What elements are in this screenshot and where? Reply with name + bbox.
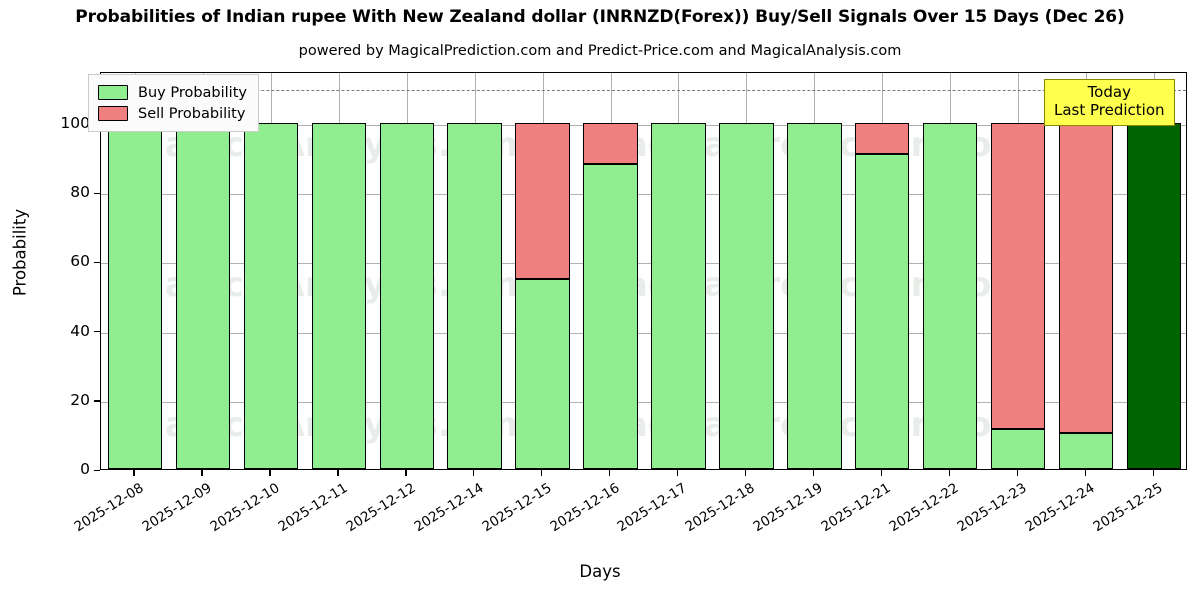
bar-group[interactable]	[990, 71, 1046, 469]
bar-segment-sell[interactable]	[855, 122, 910, 155]
bar-segment-buy[interactable]	[515, 278, 570, 469]
x-axis-tick-mark	[676, 470, 679, 476]
bar-segment-buy[interactable]	[719, 122, 774, 469]
bar-segment-sell[interactable]	[515, 122, 570, 279]
bar-segment-buy[interactable]	[1058, 432, 1114, 469]
today-annotation: Today Last Prediction	[1044, 79, 1175, 126]
bar-group[interactable]	[583, 71, 638, 469]
y-axis-tick-label: 40	[70, 321, 90, 340]
legend-swatch-sell	[98, 106, 128, 121]
bar-segment-buy[interactable]	[447, 122, 502, 469]
bar-segment-buy[interactable]	[311, 122, 366, 469]
bar-group[interactable]	[923, 71, 978, 469]
bar-group[interactable]	[1058, 71, 1114, 469]
bar-group[interactable]	[515, 71, 570, 469]
y-axis-tick-mark	[94, 192, 100, 194]
x-axis-tick-mark	[405, 470, 407, 476]
y-axis-tick-mark	[94, 469, 100, 471]
bar-segment-buy[interactable]	[923, 122, 978, 469]
bar-group[interactable]	[855, 71, 910, 469]
chart-legend: Buy Probability Sell Probability	[88, 74, 259, 132]
y-axis-tick-label: 80	[70, 183, 90, 202]
bar-group[interactable]	[1126, 71, 1182, 469]
gridline-horizontal	[101, 263, 1186, 265]
x-axis-tick-mark	[269, 470, 271, 476]
legend-item-buy: Buy Probability	[98, 82, 247, 103]
today-annotation-line2: Last Prediction	[1054, 101, 1165, 120]
bar-group[interactable]	[107, 71, 163, 469]
x-axis-tick-mark	[880, 470, 883, 476]
legend-label-sell: Sell Probability	[138, 105, 246, 122]
bar-group[interactable]	[175, 71, 231, 469]
bar-group[interactable]	[379, 71, 434, 469]
bar-group[interactable]	[719, 71, 774, 469]
bar-group[interactable]	[787, 71, 842, 469]
bar-segment-today[interactable]	[1126, 122, 1182, 469]
bar-segment-sell[interactable]	[990, 122, 1046, 430]
gridline-horizontal	[101, 194, 1186, 196]
y-axis-tick-mark	[94, 331, 100, 333]
y-axis-tick-label: 0	[80, 460, 90, 478]
y-axis-tick-label: 20	[70, 390, 90, 409]
bar-group[interactable]	[651, 71, 706, 469]
y-axis-tick-mark	[94, 261, 100, 264]
chart-title: Probabilities of Indian rupee With New Z…	[75, 7, 1125, 27]
x-axis-tick-mark	[744, 470, 747, 476]
bar-segment-buy[interactable]	[990, 429, 1046, 469]
bar-group[interactable]	[243, 71, 298, 469]
bar-segment-buy[interactable]	[379, 122, 434, 469]
legend-item-sell: Sell Probability	[98, 103, 247, 124]
bar-segment-buy[interactable]	[243, 122, 298, 469]
x-axis-title: Days	[579, 562, 621, 581]
x-axis-tick-mark	[541, 470, 543, 476]
today-annotation-line1: Today	[1087, 83, 1131, 101]
x-axis-tick-mark	[1016, 470, 1018, 476]
gridline-horizontal	[101, 124, 1186, 126]
bar-segment-sell[interactable]	[583, 122, 638, 165]
x-axis-tick-mark	[337, 470, 339, 476]
bar-segment-buy[interactable]	[175, 122, 231, 469]
x-axis-tick-mark	[473, 470, 475, 476]
bar-segment-buy[interactable]	[583, 164, 638, 469]
y-axis-tick-label: 60	[70, 252, 90, 271]
x-axis-tick-mark	[609, 470, 611, 476]
legend-swatch-buy	[98, 85, 128, 100]
gridline-horizontal	[101, 401, 1186, 403]
y-axis-tick-mark	[94, 400, 100, 402]
x-axis-tick-mark	[201, 470, 203, 476]
x-axis-tick-mark	[1084, 470, 1086, 476]
bar-segment-buy[interactable]	[651, 122, 706, 469]
chart-subtitle: powered by MagicalPrediction.com and Pre…	[298, 43, 902, 59]
gridline-horizontal	[101, 332, 1186, 334]
y-axis-tick-label: 100	[60, 113, 90, 132]
bar-group[interactable]	[311, 71, 366, 469]
x-axis-tick-mark	[133, 470, 135, 476]
bar-segment-buy[interactable]	[107, 122, 163, 469]
y-axis-title: Probability	[10, 208, 30, 297]
bar-segment-buy[interactable]	[787, 122, 842, 469]
reference-line	[101, 90, 1186, 92]
bar-group[interactable]	[447, 71, 502, 469]
x-axis-tick-mark	[812, 470, 815, 476]
plot-area: MagicalAnalysis.comMagicalPrediction.com…	[100, 72, 1187, 470]
x-axis-tick-mark	[1152, 470, 1154, 476]
legend-label-buy: Buy Probability	[138, 84, 247, 101]
x-axis-tick-mark	[948, 470, 951, 476]
bar-segment-sell[interactable]	[1058, 122, 1114, 433]
bar-segment-buy[interactable]	[855, 154, 910, 469]
